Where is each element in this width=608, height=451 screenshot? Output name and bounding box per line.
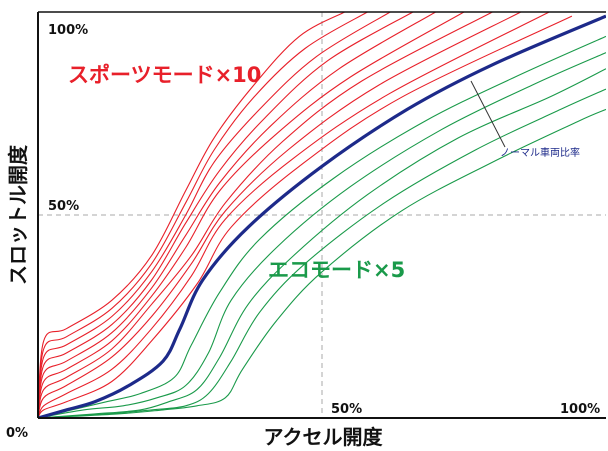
series-line-sport-6 (38, 12, 436, 418)
series-line-eco-1 (38, 35, 606, 418)
series-line-sport-9 (38, 12, 368, 418)
series-line-sport-1 (38, 15, 573, 418)
series-line-sport-8 (38, 12, 391, 418)
series-line-eco-3 (38, 68, 606, 418)
origin-label: 0% (6, 426, 28, 441)
y-tick-label-100: 100% (48, 23, 88, 38)
eco-mode-label: エコモード×5 (268, 258, 405, 282)
axes (37, 11, 606, 419)
series-line-normal-0 (38, 14, 606, 418)
series-line-sport-2 (38, 12, 550, 418)
y-axis-title: スロットル開度 (6, 144, 30, 285)
series-line-sport-10 (38, 12, 345, 418)
series-line-eco-4 (38, 88, 606, 418)
series-line-sport-3 (38, 12, 522, 418)
grid-lines (38, 12, 606, 418)
series-line-sport-7 (38, 12, 414, 418)
series-line-sport-5 (38, 12, 465, 418)
normal-ratio-label: ノーマル車両比率 (500, 146, 580, 159)
series-line-eco-5 (38, 108, 606, 418)
x-axis-title: アクセル開度 (264, 425, 384, 449)
x-tick-label-50: 50% (331, 402, 362, 417)
x-tick-label-100: 100% (560, 402, 600, 417)
y-tick-label-50: 50% (48, 199, 79, 214)
series-line-eco-2 (38, 52, 606, 418)
series-line-sport-4 (38, 12, 493, 418)
series-group (38, 12, 606, 418)
normal-label-leader (470, 80, 506, 148)
sport-mode-label: スポーツモード×10 (68, 63, 261, 87)
